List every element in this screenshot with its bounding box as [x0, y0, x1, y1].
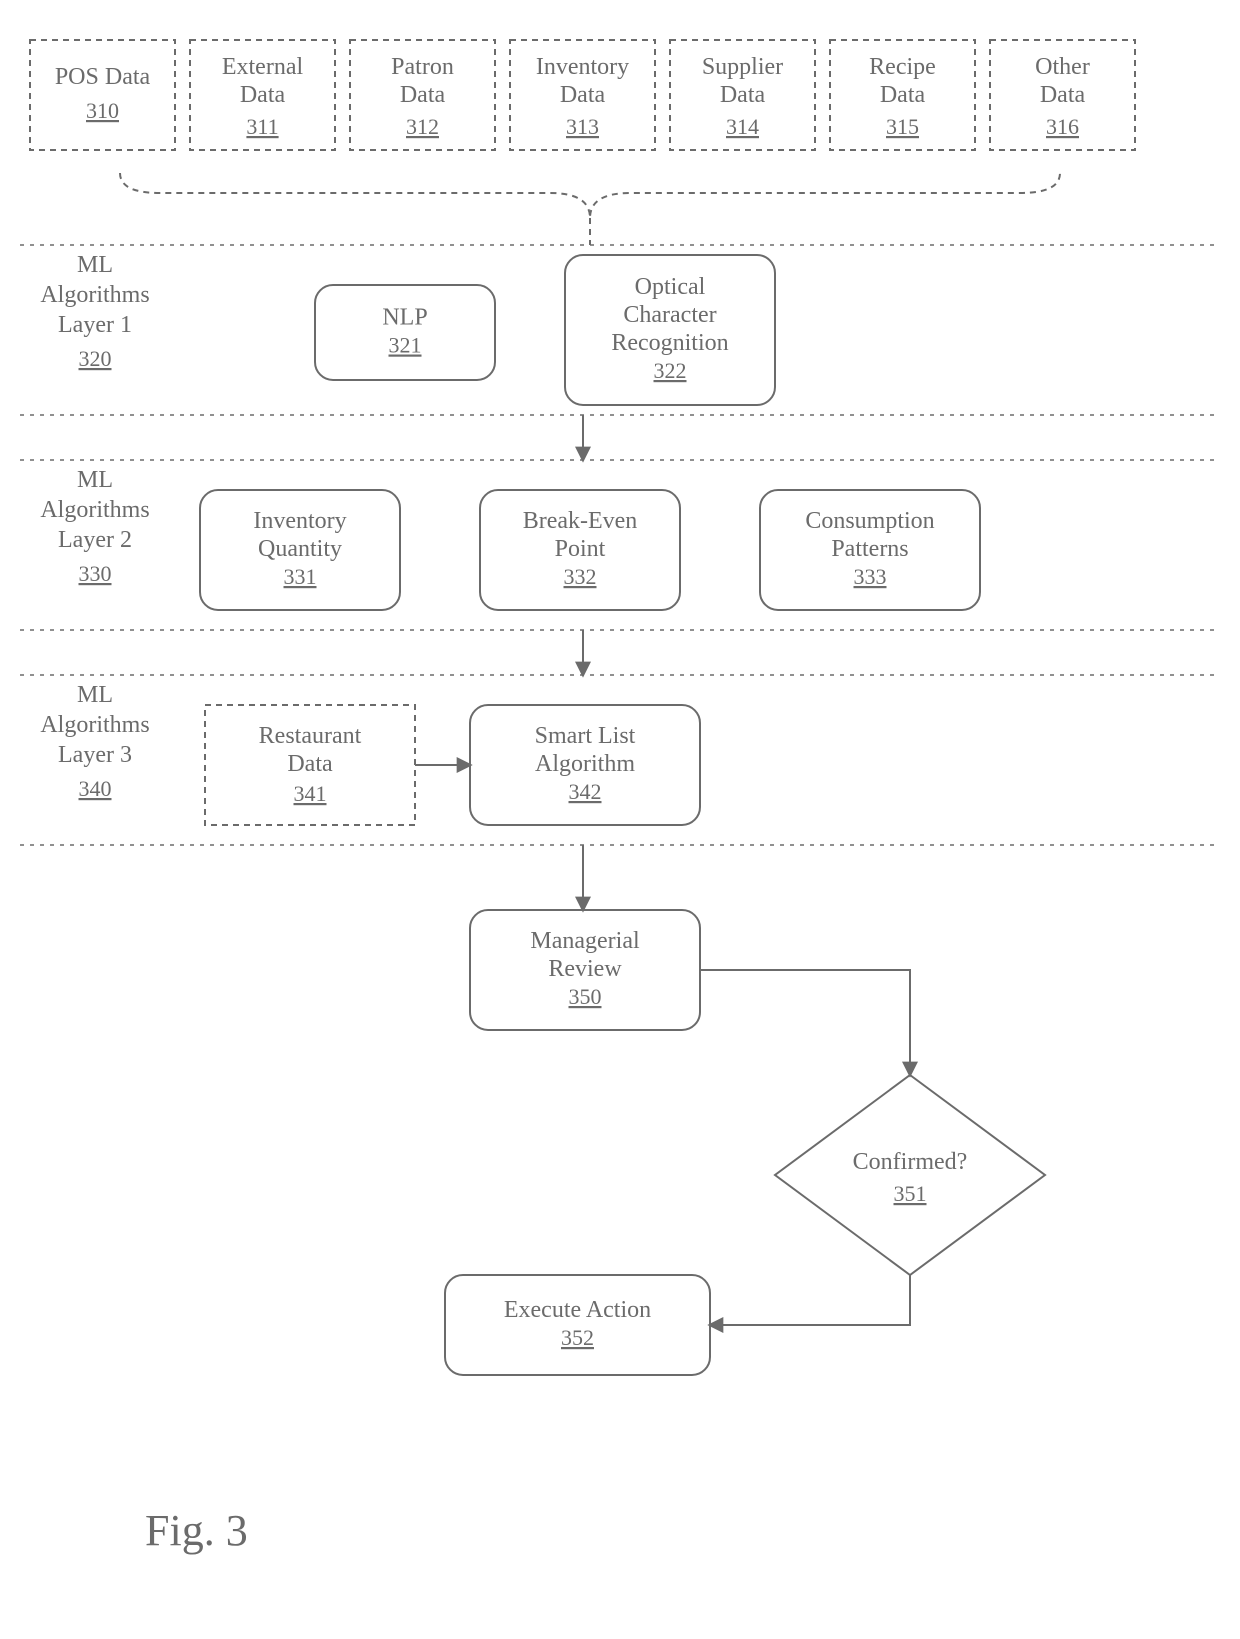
svg-text:Data: Data	[560, 82, 606, 108]
svg-text:Quantity: Quantity	[258, 536, 342, 562]
svg-text:Character: Character	[623, 302, 716, 328]
svg-text:Patterns: Patterns	[831, 536, 908, 562]
ocr: OpticalCharacterRecognition322	[565, 255, 775, 405]
pos-data: POS Data 310	[30, 40, 175, 150]
exec-action: Execute Action352	[445, 1275, 710, 1375]
svg-text:Data: Data	[287, 751, 333, 777]
svg-text:Algorithms: Algorithms	[40, 712, 149, 738]
svg-text:310: 310	[86, 98, 119, 123]
svg-text:311: 311	[246, 114, 278, 139]
inv-qty: InventoryQuantity331	[200, 490, 400, 610]
svg-text:350: 350	[569, 984, 602, 1009]
svg-text:Layer 2: Layer 2	[58, 527, 132, 553]
svg-text:312: 312	[406, 114, 439, 139]
svg-text:Recognition: Recognition	[611, 330, 728, 356]
svg-text:321: 321	[389, 333, 422, 358]
svg-text:331: 331	[284, 564, 317, 589]
svg-text:Algorithm: Algorithm	[535, 751, 635, 777]
svg-text:Algorithms: Algorithms	[40, 282, 149, 308]
svg-text:NLP: NLP	[382, 305, 427, 331]
smart-list: Smart ListAlgorithm342	[470, 705, 700, 825]
mgr-review: ManagerialReview350	[470, 910, 700, 1030]
svg-text:320: 320	[79, 346, 112, 371]
svg-text:Restaurant: Restaurant	[259, 723, 362, 749]
consumption: ConsumptionPatterns333	[760, 490, 980, 610]
data-sources-brace	[120, 173, 1060, 218]
svg-text:314: 314	[726, 114, 759, 139]
svg-text:Smart List: Smart List	[535, 723, 636, 749]
svg-text:316: 316	[1046, 114, 1079, 139]
layer1-label: ML Algorithms Layer 1 320	[40, 252, 149, 371]
figure-caption: Fig. 3	[145, 1506, 248, 1555]
inventory-data: InventoryData 313	[510, 40, 655, 150]
svg-text:332: 332	[564, 564, 597, 589]
svg-text:Data: Data	[720, 82, 766, 108]
layer3-label: ML Algorithms Layer 3 340	[40, 682, 149, 801]
svg-text:Data: Data	[240, 82, 286, 108]
svg-text:Layer 3: Layer 3	[58, 742, 132, 768]
svg-text:340: 340	[79, 776, 112, 801]
svg-text:Execute Action: Execute Action	[504, 1297, 651, 1323]
other-data: OtherData 316	[990, 40, 1135, 150]
svg-text:330: 330	[79, 561, 112, 586]
arrow-conf-to-exec	[710, 1275, 910, 1325]
restaurant-data: RestaurantData 341	[205, 705, 415, 825]
svg-text:POS Data: POS Data	[55, 64, 151, 90]
nlp: NLP321	[315, 285, 495, 380]
confirmed: Confirmed? 351	[775, 1075, 1045, 1275]
svg-text:Data: Data	[1040, 82, 1086, 108]
break-even: Break-EvenPoint332	[480, 490, 680, 610]
svg-text:Managerial: Managerial	[530, 928, 640, 954]
supplier-data: SupplierData 314	[670, 40, 815, 150]
svg-text:Inventory: Inventory	[253, 508, 346, 534]
svg-text:342: 342	[569, 779, 602, 804]
svg-text:Recipe: Recipe	[869, 54, 936, 80]
svg-text:Layer 1: Layer 1	[58, 312, 132, 338]
svg-text:ML: ML	[77, 682, 113, 708]
layer2-label: ML Algorithms Layer 2 330	[40, 467, 149, 586]
svg-text:Algorithms: Algorithms	[40, 497, 149, 523]
arrow-mgr-to-conf	[700, 970, 910, 1075]
svg-text:315: 315	[886, 114, 919, 139]
svg-text:External: External	[222, 54, 304, 80]
svg-text:313: 313	[566, 114, 599, 139]
svg-text:341: 341	[294, 781, 327, 806]
recipe-data: RecipeData 315	[830, 40, 975, 150]
svg-text:Other: Other	[1035, 54, 1090, 80]
svg-text:Optical: Optical	[635, 274, 706, 300]
svg-text:Break-Even: Break-Even	[523, 508, 638, 534]
svg-text:351: 351	[894, 1181, 927, 1206]
svg-text:Supplier: Supplier	[702, 54, 783, 80]
svg-text:352: 352	[561, 1325, 594, 1350]
svg-text:Inventory: Inventory	[536, 54, 629, 80]
svg-text:Patron: Patron	[391, 54, 454, 80]
svg-text:333: 333	[854, 564, 887, 589]
external-data: ExternalData 311	[190, 40, 335, 150]
svg-text:Consumption: Consumption	[805, 508, 934, 534]
svg-text:Confirmed?: Confirmed?	[853, 1149, 968, 1175]
svg-text:ML: ML	[77, 467, 113, 493]
svg-text:ML: ML	[77, 252, 113, 278]
svg-text:Data: Data	[400, 82, 446, 108]
svg-text:Review: Review	[548, 956, 622, 982]
patron-data: PatronData 312	[350, 40, 495, 150]
svg-text:Data: Data	[880, 82, 926, 108]
svg-text:Point: Point	[555, 536, 606, 562]
svg-text:322: 322	[654, 358, 687, 383]
